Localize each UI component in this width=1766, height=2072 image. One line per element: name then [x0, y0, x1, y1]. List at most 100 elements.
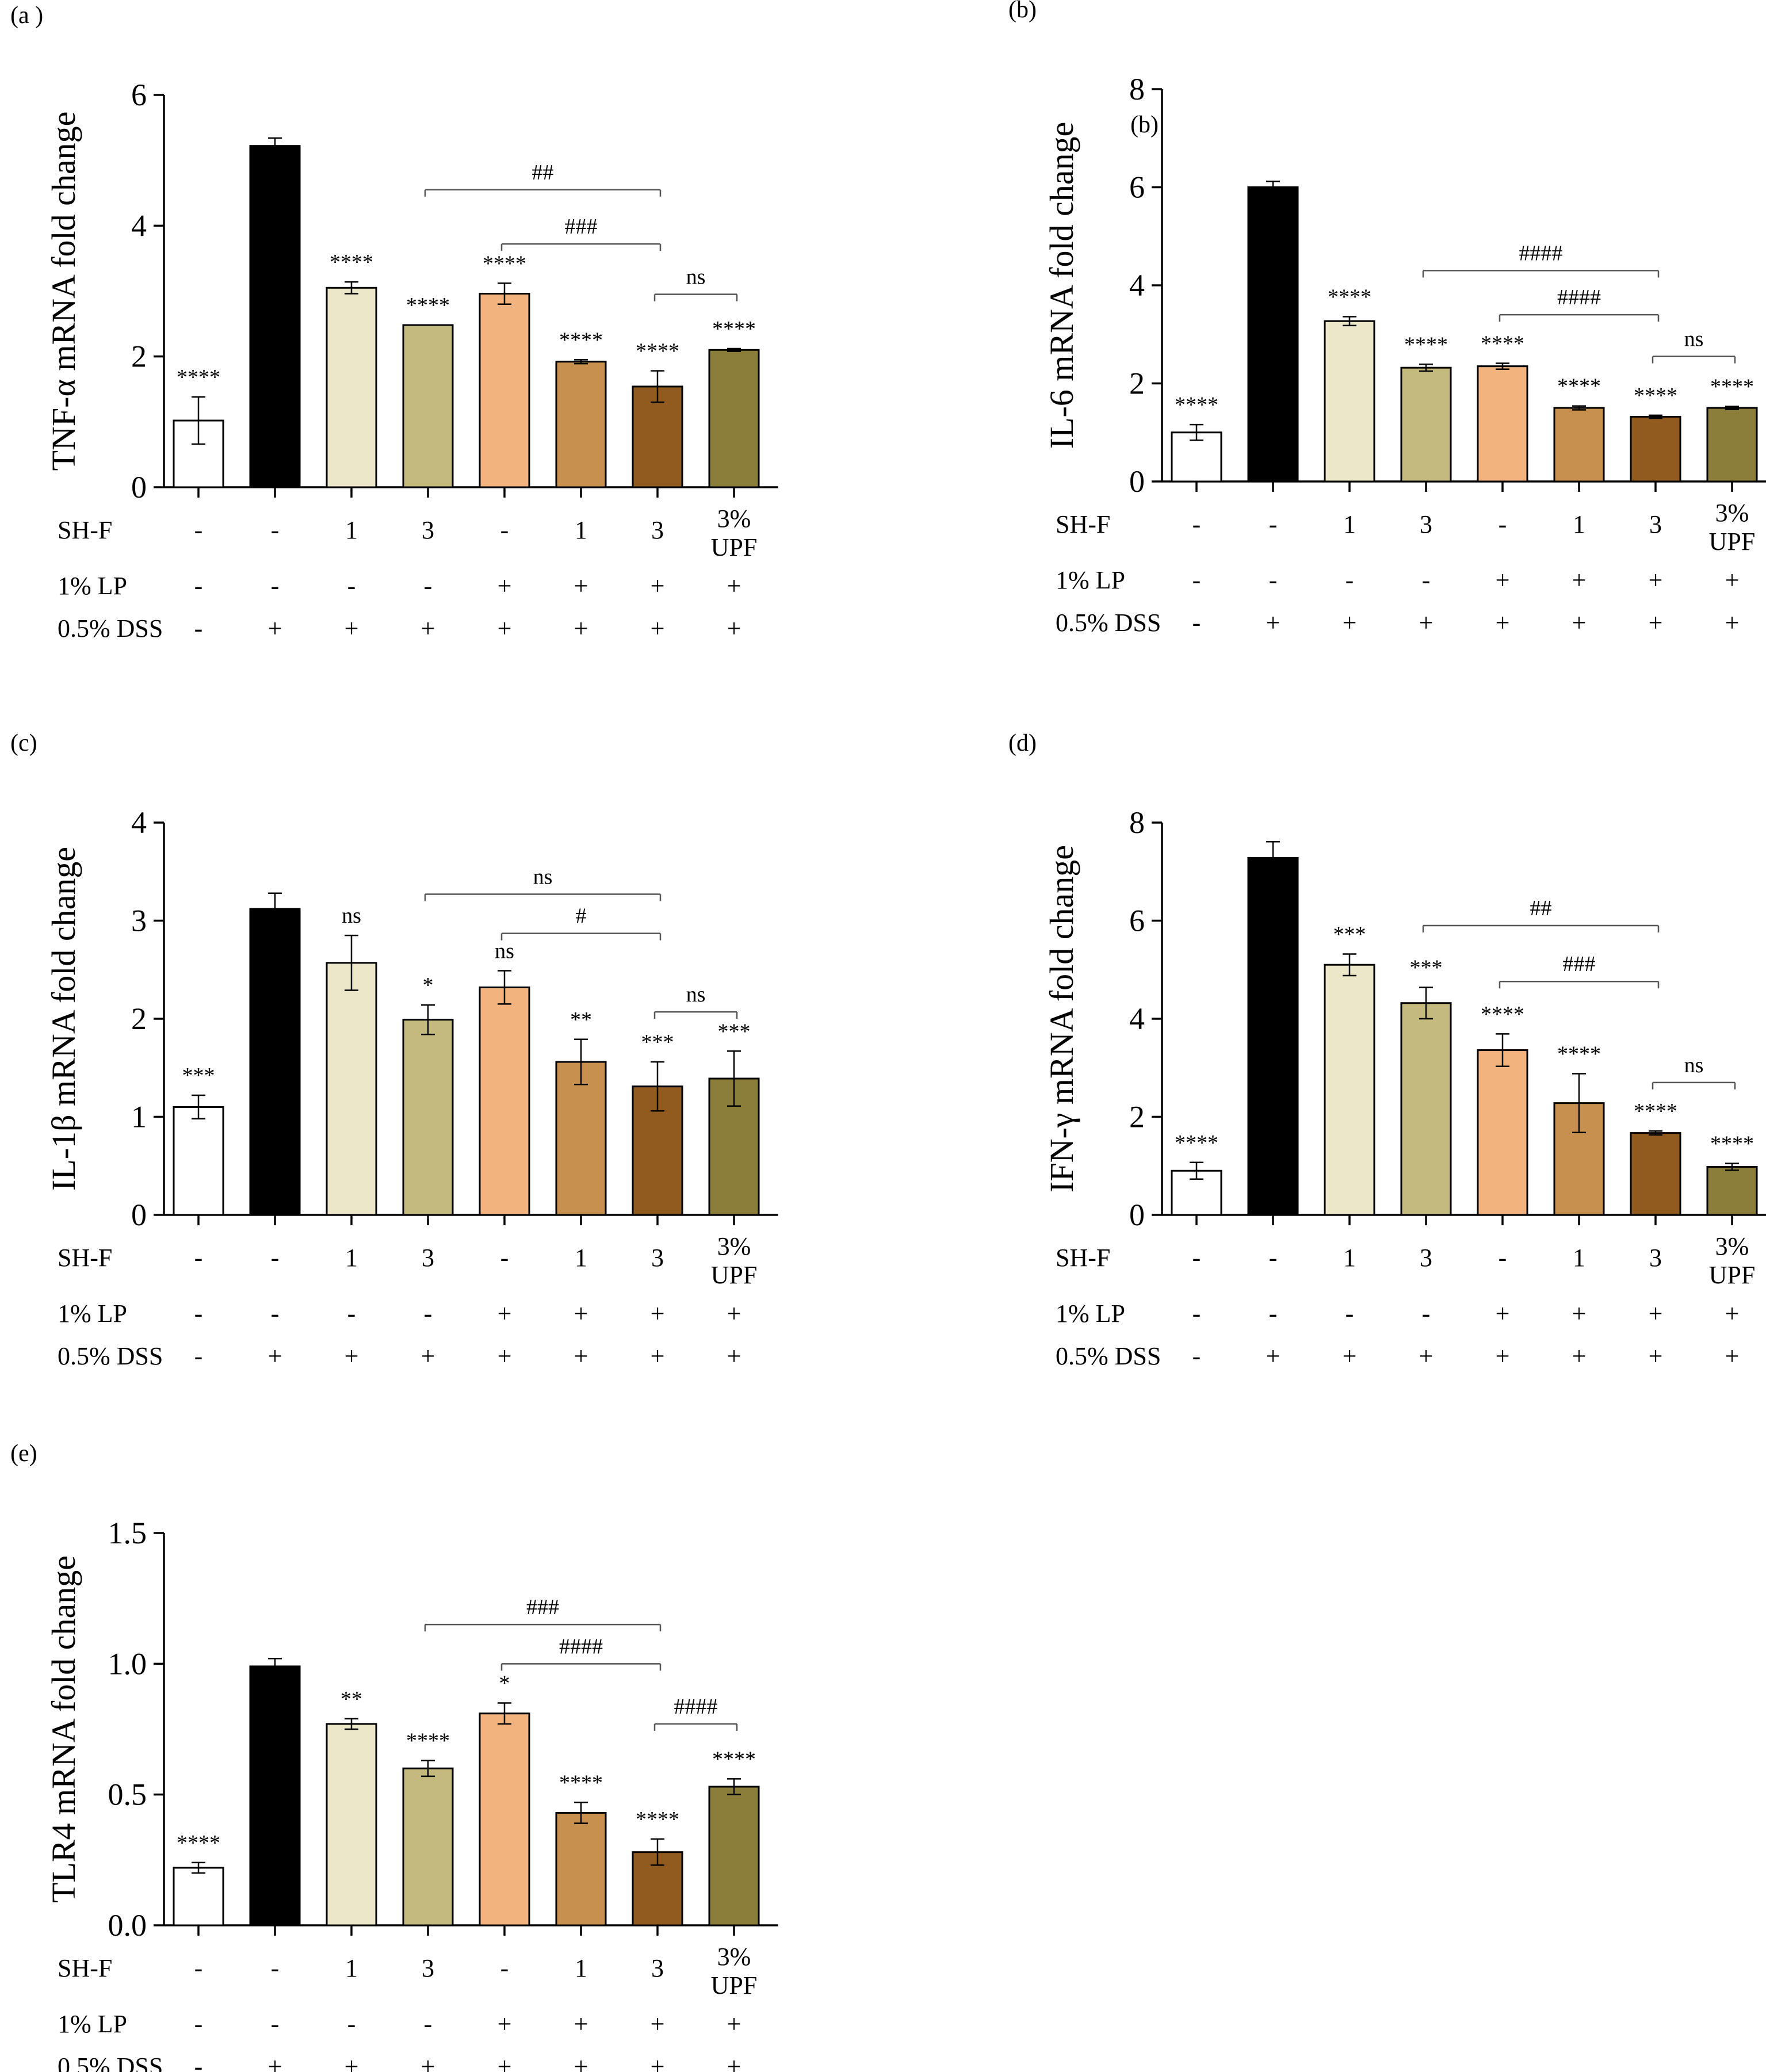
condition-cell: -: [1192, 566, 1201, 594]
condition-cell: UPF: [711, 1261, 758, 1289]
condition-cell: -: [194, 1342, 203, 1370]
condition-cell: -: [1422, 566, 1431, 594]
condition-cell: 3%: [1715, 499, 1749, 527]
condition-row-label: 0.5% DSS: [58, 1342, 163, 1370]
y-tick-label: 2: [131, 339, 147, 374]
condition-cell: -: [347, 1299, 356, 1328]
y-tick-label: 1: [131, 1100, 147, 1134]
bar-2: [249, 1665, 301, 1926]
condition-cell: +: [727, 2052, 741, 2072]
significance-label-4: ***: [1410, 955, 1443, 980]
error-bar-3: [1343, 953, 1356, 977]
error-bar-3: [1343, 316, 1356, 327]
significance-label-1: ****: [1175, 393, 1218, 417]
condition-cell: 3%: [717, 504, 751, 533]
y-tick-label: 3: [131, 904, 147, 938]
significance-label-3: ****: [1328, 285, 1371, 309]
comparison-bracket-2: ####: [500, 1634, 662, 1671]
error-bar-8: [1725, 406, 1739, 410]
condition-cell: 1: [345, 516, 358, 544]
condition-cell: -: [1192, 1244, 1201, 1272]
error-bar-7: [1649, 1130, 1662, 1136]
bar-8: [1706, 1165, 1758, 1216]
condition-cell: +: [1649, 1299, 1663, 1328]
condition-cell: UPF: [711, 1971, 758, 2000]
error-bar-5: [498, 282, 511, 305]
condition-cell: +: [1419, 609, 1434, 637]
condition-cell: +: [651, 614, 665, 643]
condition-cell: -: [500, 1244, 509, 1272]
comparison-label: ####: [1519, 241, 1563, 265]
bar-1: [173, 1867, 224, 1926]
condition-cell: UPF: [711, 533, 758, 561]
significance-label-4: *: [423, 973, 434, 997]
bar-5: [479, 1712, 530, 1926]
y-tick-label: 4: [1129, 1001, 1145, 1036]
condition-cell: -: [347, 2010, 356, 2038]
panel-label-duplicate: (b): [1130, 112, 1159, 138]
significance-label-1: ****: [177, 1831, 220, 1855]
bar-7: [632, 385, 683, 488]
condition-cell: +: [574, 572, 588, 600]
error-bar-4: [421, 1760, 435, 1777]
comparison-label: ###: [526, 1595, 559, 1619]
significance-label-7: ****: [636, 339, 679, 364]
bar-2: [1247, 857, 1299, 1216]
error-bar-5: [1496, 362, 1509, 370]
condition-row-label: SH-F: [1056, 1244, 1110, 1272]
condition-cell: +: [574, 2010, 588, 2038]
condition-cell: 1: [575, 516, 587, 544]
condition-cell: -: [1422, 1299, 1431, 1328]
condition-cell: +: [651, 1299, 665, 1328]
comparison-label: ##: [1530, 896, 1552, 920]
condition-cell: 3%: [717, 1943, 751, 1971]
error-bar-5: [498, 1702, 511, 1725]
comparison-bracket-1: ##: [424, 160, 662, 197]
comparison-label: ####: [674, 1695, 718, 1719]
error-bar-6: [574, 1038, 588, 1085]
y-tick-label: 1.5: [108, 1516, 147, 1550]
comparison-bracket-3: ####: [653, 1695, 738, 1731]
condition-cell: -: [194, 614, 203, 643]
condition-cell: -: [1192, 1299, 1201, 1328]
comparison-label: ####: [1557, 285, 1601, 309]
significance-label-6: ****: [559, 1771, 603, 1795]
condition-cell: +: [574, 614, 588, 643]
condition-cell: -: [347, 572, 356, 600]
condition-cell: -: [194, 572, 203, 600]
error-bar-4: [1419, 987, 1433, 1020]
bar-6: [1553, 407, 1605, 483]
condition-cell: -: [1345, 566, 1354, 594]
y-tick-label: 0: [1129, 1198, 1145, 1232]
bar-6: [555, 1811, 607, 1926]
condition-cell: 3: [651, 1244, 664, 1272]
bar-2: [249, 908, 301, 1216]
y-tick-label: 0: [1129, 464, 1145, 499]
condition-cell: -: [194, 2052, 203, 2072]
y-tick-label: 4: [131, 805, 147, 840]
condition-cell: 1: [575, 1954, 587, 1982]
condition-cell: -: [271, 1244, 280, 1272]
error-bar-1: [192, 1861, 205, 1874]
condition-cell: -: [271, 572, 280, 600]
condition-cell: +: [1496, 609, 1510, 637]
bar-2: [1247, 186, 1299, 483]
bar-4: [1400, 366, 1452, 483]
condition-cell: +: [574, 1299, 588, 1328]
significance-label-6: ****: [559, 328, 603, 352]
condition-cell: -: [194, 1299, 203, 1328]
error-bar-1: [1190, 1161, 1203, 1180]
condition-cell: 3: [1649, 1244, 1662, 1272]
condition-cell: 3: [1420, 510, 1432, 538]
significance-label-7: ****: [636, 1807, 679, 1832]
error-bar-8: [1725, 1163, 1739, 1171]
bar-6: [555, 361, 607, 488]
condition-cell: +: [727, 2010, 741, 2038]
condition-row-label: 0.5% DSS: [1056, 1342, 1161, 1370]
bar-8: [708, 349, 760, 488]
comparison-label: ###: [1563, 952, 1596, 976]
y-axis-label: IL-1β mRNA fold change: [45, 847, 82, 1191]
condition-cell: +: [651, 1342, 665, 1370]
significance-label-4: ****: [406, 293, 450, 318]
y-tick-label: 2: [131, 1001, 147, 1036]
